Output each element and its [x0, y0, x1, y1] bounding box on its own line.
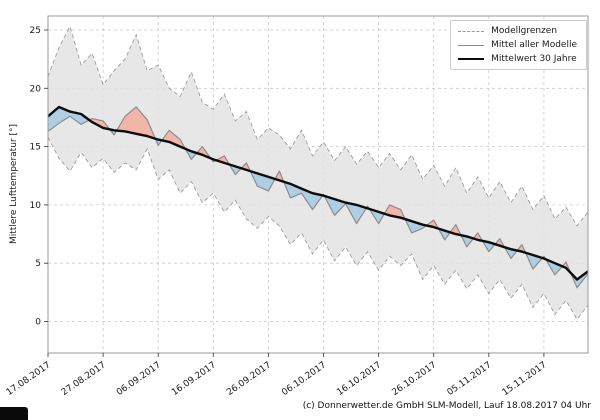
x-tick-label: 26.10.2017 — [390, 360, 438, 398]
y-tick-label: 5 — [35, 259, 41, 269]
legend-black-line-icon — [458, 58, 485, 60]
legend: Modellgrenzen Mittel aller Modelle Mitte… — [450, 20, 587, 70]
x-tick-label: 15.11.2017 — [501, 360, 549, 398]
y-tick-label: 0 — [35, 318, 41, 328]
below-normal-band — [48, 107, 90, 132]
x-tick-label: 06.10.2017 — [280, 360, 328, 398]
x-tick-label: 16.10.2017 — [335, 360, 383, 398]
below-normal-band — [250, 171, 275, 191]
legend-dashed-line-icon — [458, 30, 485, 32]
plot-border — [47, 15, 589, 354]
x-tick-label: 05.11.2017 — [446, 360, 494, 398]
below-normal-band — [324, 195, 367, 224]
above-normal-band — [161, 130, 186, 149]
y-tick-label: 10 — [30, 201, 42, 211]
above-normal-band — [89, 118, 110, 130]
y-axis-label: Mittlere Lufttemperatur [°] — [9, 124, 19, 244]
above-normal-band — [241, 162, 251, 172]
mean30-line — [47, 105, 589, 281]
copyright-caption: (c) Donnerwetter.de GmbH SLM-Modell, Lau… — [302, 401, 591, 411]
y-tick-label: 25 — [30, 26, 41, 36]
model-lower-bound-line — [47, 137, 589, 320]
below-normal-band — [185, 148, 197, 160]
model-mean-line — [47, 106, 589, 289]
model-upper-bound-line — [47, 25, 589, 227]
y-tick-label: 20 — [30, 84, 42, 94]
bottom-left-artifact — [0, 407, 28, 420]
y-tick-label: 15 — [30, 143, 41, 153]
x-tick-label: 06.09.2017 — [115, 360, 163, 398]
model-range-band — [48, 26, 588, 320]
legend-item-mittelwert-30-jahre: Mittelwert 30 Jahre — [458, 54, 577, 64]
legend-label: Modellgrenzen — [491, 26, 558, 36]
x-tick-label: 17.08.2017 — [5, 360, 53, 398]
x-tick-label: 26.09.2017 — [225, 360, 273, 398]
above-normal-band — [495, 238, 505, 248]
legend-label: Mittel aller Modelle — [491, 40, 577, 50]
x-tick-label: 27.08.2017 — [60, 360, 108, 398]
legend-label: Mittelwert 30 Jahre — [491, 54, 577, 64]
legend-gray-line-icon — [458, 44, 485, 46]
x-tick-label: 16.09.2017 — [170, 360, 218, 398]
above-normal-band — [384, 204, 406, 220]
legend-item-modellgrenzen: Modellgrenzen — [458, 26, 577, 36]
legend-item-mittel-aller-modelle: Mittel aller Modelle — [458, 40, 577, 50]
below-normal-band — [229, 164, 242, 175]
